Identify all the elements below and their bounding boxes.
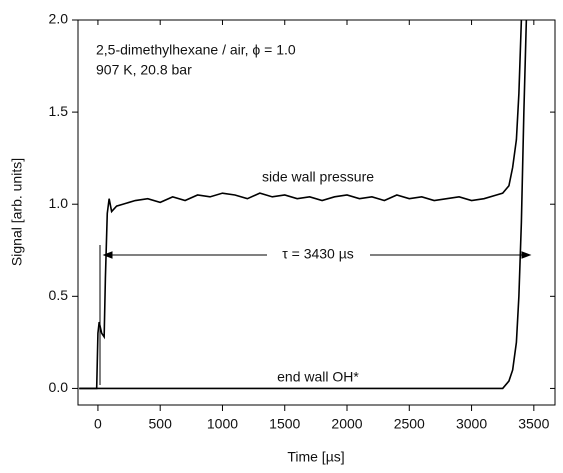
x-tick-label: 2500 (394, 416, 425, 432)
y-tick-label: 1.0 (49, 195, 69, 211)
data-line (79, 20, 523, 390)
annotation: side wall pressure (262, 169, 374, 185)
x-tick-label: 0 (94, 416, 102, 432)
annotation: 907 K, 20.8 bar (96, 62, 192, 78)
y-tick-label: 0.5 (49, 287, 69, 303)
tau-arrow (99, 245, 532, 385)
x-tick-label: 1000 (207, 416, 238, 432)
y-tick-label: 2.0 (49, 11, 69, 27)
annotation: 2,5-dimethylhexane / air, ϕ = 1.0 (96, 42, 296, 58)
y-axis-label: Signal [arb. units] (9, 158, 25, 266)
x-tick-label: 500 (149, 416, 173, 432)
data-line (79, 20, 528, 390)
y-tick-label: 0.0 (49, 379, 69, 395)
annotation: τ = 3430 µs (282, 246, 354, 262)
x-tick-label: 3500 (518, 416, 549, 432)
x-tick-label: 1500 (269, 416, 300, 432)
x-tick-label: 2000 (331, 416, 362, 432)
y-tick-label: 1.5 (49, 103, 69, 119)
x-tick-label: 3000 (456, 416, 487, 432)
annotation: end wall OH* (277, 369, 359, 385)
plot-lines (79, 20, 528, 390)
plot-frame (77, 19, 556, 406)
x-axis-label: Time [µs] (287, 449, 344, 465)
